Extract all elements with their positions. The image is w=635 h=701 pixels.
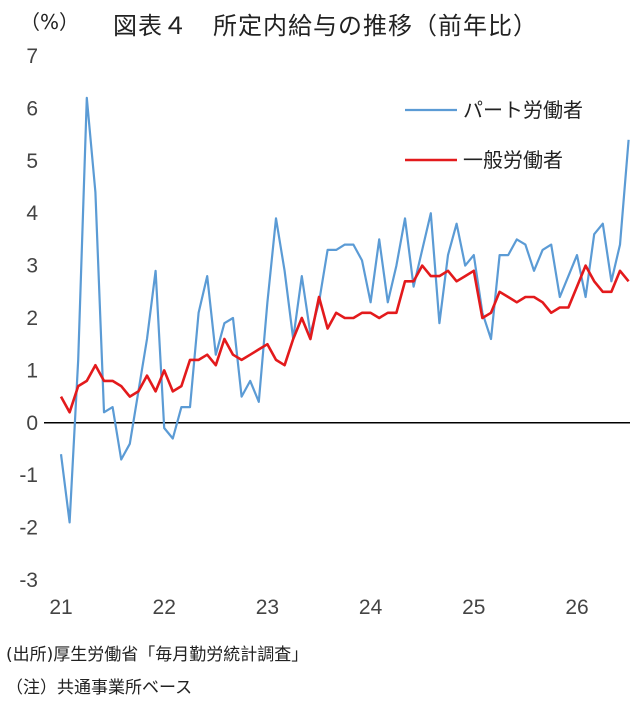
y-tick-label: 1 (26, 359, 38, 382)
y-tick-label: 5 (26, 150, 38, 173)
x-axis-ticks: 21 22 23 24 25 26 (49, 596, 588, 619)
x-tick-label: 24 (359, 596, 383, 619)
series-line-general (59, 264, 630, 414)
unit-label: （%） (20, 10, 80, 34)
y-tick-label: -2 (19, 517, 38, 540)
x-tick-label: 25 (462, 596, 485, 619)
x-tick-label: 23 (256, 596, 279, 619)
series-lines (59, 96, 630, 524)
footnote: （注）共通事業所ベース (6, 678, 193, 698)
chart-title: 図表４ 所定内給与の推移（前年比） (113, 12, 538, 40)
legend-label-part_time: パート労働者 (463, 98, 583, 122)
y-tick-label: 0 (26, 412, 38, 435)
y-tick-label: -3 (19, 569, 38, 592)
legend-label-general: 一般労働者 (463, 148, 563, 172)
y-tick-label: 3 (26, 255, 38, 278)
x-tick-label: 21 (49, 596, 72, 619)
y-axis-ticks: 7 6 5 4 3 2 1 0 -1 -2 -3 (19, 45, 38, 592)
y-tick-label: 7 (26, 45, 38, 68)
y-tick-label: 2 (26, 307, 38, 330)
y-tick-label: 6 (26, 97, 38, 120)
x-tick-label: 22 (153, 596, 176, 619)
y-tick-label: -1 (19, 464, 38, 487)
y-tick-label: 4 (26, 202, 38, 225)
x-tick-label: 26 (565, 596, 588, 619)
series-line-part_time (59, 96, 630, 524)
source-note: (出所)厚生労働省「毎月勤労統計調査」 (6, 645, 309, 665)
